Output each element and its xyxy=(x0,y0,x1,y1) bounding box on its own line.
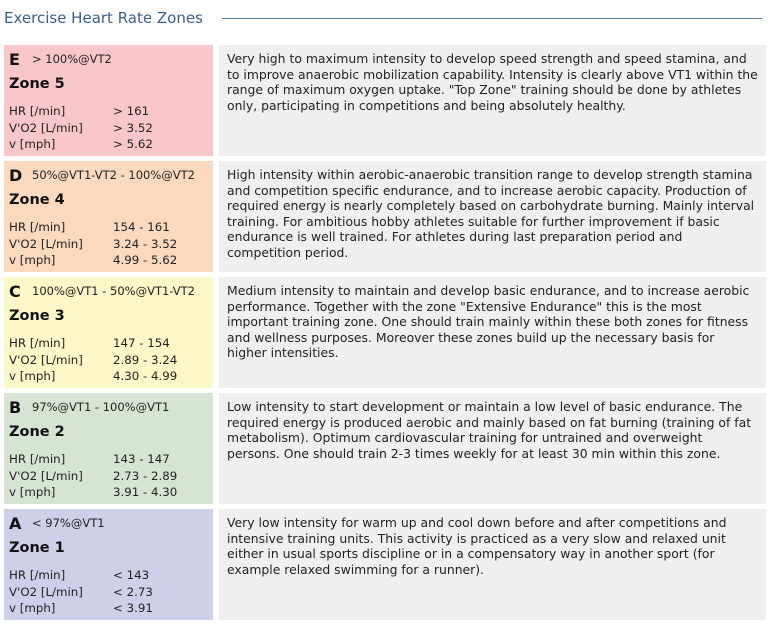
metric-row-hr: HR [/min] < 143 xyxy=(9,567,209,584)
zone-name: Zone 5 xyxy=(9,76,65,92)
zone-row-b: B 97%@VT1 - 100%@VT1 Zone 2 HR [/min] 14… xyxy=(4,393,766,504)
metric-row-vo2: V'O2 [L/min] 3.24 - 3.52 xyxy=(9,236,209,253)
zone-metrics: HR [/min] < 143 V'O2 [L/min] < 2.73 v [m… xyxy=(9,567,209,617)
metric-row-vo2: V'O2 [L/min] 2.73 - 2.89 xyxy=(9,468,209,485)
metric-row-v: v [mph] 3.91 - 4.30 xyxy=(9,484,209,501)
zone-letter: D xyxy=(9,166,23,185)
metric-label: HR [/min] xyxy=(9,220,66,234)
metric-label: HR [/min] xyxy=(9,336,66,350)
zone-metrics: HR [/min] 143 - 147 V'O2 [L/min] 2.73 - … xyxy=(9,451,209,501)
metric-label: HR [/min] xyxy=(9,568,66,582)
metric-value: 2.73 - 2.89 xyxy=(113,468,178,483)
zone-threshold: < 97%@VT1 xyxy=(32,516,105,530)
metric-value: > 3.52 xyxy=(113,120,153,135)
zone-letter: A xyxy=(9,514,22,533)
metric-label: v [mph] xyxy=(9,601,56,615)
metric-value: 2.89 - 3.24 xyxy=(113,352,178,367)
metric-label: V'O2 [L/min] xyxy=(9,352,83,367)
zone-metrics: HR [/min] > 161 V'O2 [L/min] > 3.52 v [m… xyxy=(9,103,209,153)
metric-row-hr: HR [/min] 147 - 154 xyxy=(9,335,209,352)
metric-value: 143 - 147 xyxy=(113,452,170,466)
zone-row-e: E > 100%@VT2 Zone 5 HR [/min] > 161 V'O2… xyxy=(4,45,766,156)
zone-summary: E > 100%@VT2 Zone 5 HR [/min] > 161 V'O2… xyxy=(4,45,213,156)
metric-label: v [mph] xyxy=(9,253,56,267)
metric-value: 3.24 - 3.52 xyxy=(113,236,178,251)
zone-threshold: > 100%@VT2 xyxy=(32,52,112,66)
zone-letter: E xyxy=(9,50,20,69)
metric-value: > 161 xyxy=(113,104,150,118)
metric-row-hr: HR [/min] > 161 xyxy=(9,103,209,120)
zone-description: Medium intensity to maintain and develop… xyxy=(219,277,766,388)
zone-row-d: D 50%@VT1-VT2 - 100%@VT2 Zone 4 HR [/min… xyxy=(4,161,766,272)
zone-metrics: HR [/min] 147 - 154 V'O2 [L/min] 2.89 - … xyxy=(9,335,209,385)
zone-summary: D 50%@VT1-VT2 - 100%@VT2 Zone 4 HR [/min… xyxy=(4,161,213,272)
zone-threshold: 97%@VT1 - 100%@VT1 xyxy=(32,400,170,414)
zone-threshold: 50%@VT1-VT2 - 100%@VT2 xyxy=(32,168,195,182)
title-divider xyxy=(222,18,762,19)
metric-label: V'O2 [L/min] xyxy=(9,236,83,251)
zone-summary: A < 97%@VT1 Zone 1 HR [/min] < 143 V'O2 … xyxy=(4,509,213,620)
metric-value: 3.91 - 4.30 xyxy=(113,485,178,499)
metric-value: > 5.62 xyxy=(113,137,153,151)
metric-label: V'O2 [L/min] xyxy=(9,120,83,135)
zone-letter: C xyxy=(9,282,21,301)
metric-value: 4.99 - 5.62 xyxy=(113,253,178,267)
zone-name: Zone 3 xyxy=(9,308,65,324)
metric-value: 4.30 - 4.99 xyxy=(113,369,178,383)
zone-summary: C 100%@VT1 - 50%@VT1-VT2 Zone 3 HR [/min… xyxy=(4,277,213,388)
zone-metrics: HR [/min] 154 - 161 V'O2 [L/min] 3.24 - … xyxy=(9,219,209,269)
metric-row-v: v [mph] 4.30 - 4.99 xyxy=(9,368,209,385)
metric-label: V'O2 [L/min] xyxy=(9,584,83,599)
metric-row-v: v [mph] > 5.62 xyxy=(9,136,209,153)
metric-label: HR [/min] xyxy=(9,452,66,466)
metric-row-hr: HR [/min] 143 - 147 xyxy=(9,451,209,468)
zone-description: Very low intensity for warm up and cool … xyxy=(219,509,766,620)
zone-description: Very high to maximum intensity to develo… xyxy=(219,45,766,156)
metric-value: 154 - 161 xyxy=(113,220,170,234)
zone-name: Zone 2 xyxy=(9,424,65,440)
metric-value: < 3.91 xyxy=(113,601,153,615)
metric-label: v [mph] xyxy=(9,369,56,383)
zone-summary: B 97%@VT1 - 100%@VT1 Zone 2 HR [/min] 14… xyxy=(4,393,213,504)
metric-row-vo2: V'O2 [L/min] < 2.73 xyxy=(9,584,209,601)
metric-row-v: v [mph] < 3.91 xyxy=(9,600,209,617)
metric-label: v [mph] xyxy=(9,137,56,151)
zone-description: Low intensity to start development or ma… xyxy=(219,393,766,504)
zones-table: E > 100%@VT2 Zone 5 HR [/min] > 161 V'O2… xyxy=(4,45,766,625)
metric-label: V'O2 [L/min] xyxy=(9,468,83,483)
zone-row-a: A < 97%@VT1 Zone 1 HR [/min] < 143 V'O2 … xyxy=(4,509,766,620)
page-title: Exercise Heart Rate Zones xyxy=(4,9,203,27)
header: Exercise Heart Rate Zones xyxy=(0,0,768,40)
zone-description: High intensity within aerobic-anaerobic … xyxy=(219,161,766,272)
metric-value: 147 - 154 xyxy=(113,336,170,350)
zone-name: Zone 4 xyxy=(9,192,65,208)
metric-row-v: v [mph] 4.99 - 5.62 xyxy=(9,252,209,269)
metric-row-vo2: V'O2 [L/min] > 3.52 xyxy=(9,120,209,137)
zone-name: Zone 1 xyxy=(9,540,65,556)
metric-value: < 143 xyxy=(113,568,150,582)
zone-threshold: 100%@VT1 - 50%@VT1-VT2 xyxy=(32,284,195,298)
metric-row-hr: HR [/min] 154 - 161 xyxy=(9,219,209,236)
zone-letter: B xyxy=(9,398,22,417)
metric-row-vo2: V'O2 [L/min] 2.89 - 3.24 xyxy=(9,352,209,369)
metric-label: HR [/min] xyxy=(9,104,66,118)
metric-value: < 2.73 xyxy=(113,584,153,599)
metric-label: v [mph] xyxy=(9,485,56,499)
zone-row-c: C 100%@VT1 - 50%@VT1-VT2 Zone 3 HR [/min… xyxy=(4,277,766,388)
